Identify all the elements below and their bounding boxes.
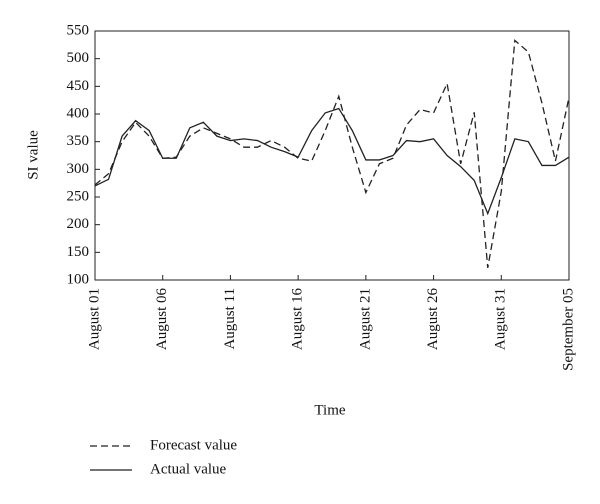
x-axis-label: Time [314,402,345,418]
x-tick-label: August 31 [493,288,509,350]
y-tick-label: 350 [67,133,90,149]
y-tick-label: 200 [67,216,90,232]
y-tick-label: 300 [67,161,90,177]
y-tick-label: 450 [67,78,90,94]
y-tick-label: 500 [67,50,90,66]
y-tick-label: 400 [67,105,90,121]
y-tick-label: 550 [67,22,90,38]
line-series [94,39,570,268]
x-tick-label: August 06 [154,288,170,351]
x-tick-label: September 05 [560,288,576,371]
line-series [94,107,570,216]
x-tick-label: August 21 [357,288,373,350]
x-tick-label: August 01 [86,288,102,350]
x-tick-label: August 16 [290,288,306,351]
x-tick-label: August 26 [425,288,441,351]
y-tick-label: 250 [67,188,90,204]
legend-label: Actual value [150,461,227,477]
y-tick-label: 100 [67,271,90,287]
x-tick-label: August 11 [222,288,238,350]
y-axis-label: SI value [25,130,41,180]
y-tick-label: 150 [67,244,90,260]
legend-label: Forecast value [150,437,237,453]
plot-frame [94,30,570,281]
